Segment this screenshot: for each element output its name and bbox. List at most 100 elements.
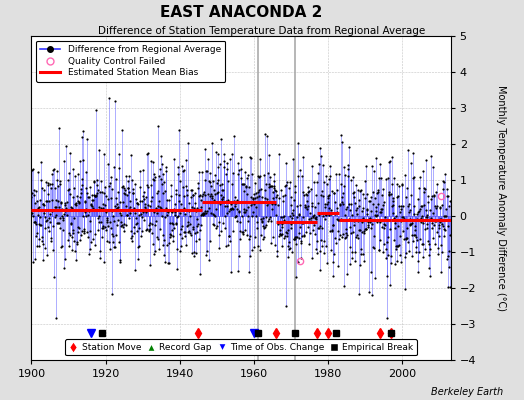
Point (270, 187, 279, 194)
Point (429, 164, 437, 170)
Point (441, 227, 449, 234)
Point (272, 247, 281, 254)
Point (395, 182, 403, 189)
Point (149, 159, 157, 165)
Point (112, 206, 120, 212)
Point (93, 214, 102, 221)
Point (365, 198, 374, 204)
Point (329, 222, 337, 228)
Point (434, 225, 443, 232)
Point (199, 190, 207, 197)
Point (376, 161, 385, 168)
Point (81, 198, 89, 204)
Point (331, 235, 339, 241)
Point (257, 215, 265, 222)
Point (102, 209, 110, 216)
Point (126, 235, 135, 242)
Point (381, 222, 389, 228)
Point (275, 233, 283, 239)
Point (193, 216, 202, 223)
Point (164, 209, 172, 215)
Point (181, 211, 189, 218)
Point (435, 203, 444, 210)
Point (257, 186, 266, 192)
Point (173, 171, 182, 177)
Point (219, 187, 227, 193)
Point (228, 151, 236, 158)
Point (41, 218, 50, 225)
Point (359, 191, 368, 198)
Point (100, 190, 108, 196)
Point (419, 220, 427, 226)
Point (242, 183, 250, 190)
Point (276, 230, 284, 237)
Point (179, 204, 188, 211)
Point (76, 194, 84, 200)
Point (350, 218, 358, 224)
Point (422, 157, 430, 164)
Point (390, 224, 399, 231)
Point (103, 219, 112, 225)
Point (444, 248, 453, 254)
Point (85, 194, 93, 200)
Point (117, 219, 126, 226)
Point (435, 233, 443, 239)
Point (205, 256, 213, 263)
Point (406, 222, 414, 228)
Point (256, 247, 265, 253)
Point (186, 230, 194, 236)
Point (353, 234, 362, 241)
Point (107, 230, 116, 237)
Point (222, 171, 230, 177)
Point (399, 203, 408, 210)
Point (390, 174, 398, 181)
Point (230, 132, 238, 139)
Point (325, 205, 333, 211)
Point (357, 187, 365, 194)
Point (267, 206, 276, 212)
Point (144, 202, 152, 208)
Point (124, 185, 133, 192)
Point (218, 180, 226, 187)
Point (388, 181, 396, 188)
Point (383, 314, 391, 321)
Point (137, 207, 146, 213)
Point (355, 291, 364, 297)
Point (414, 196, 422, 202)
Point (122, 203, 130, 210)
Point (356, 187, 364, 194)
Point (92, 192, 101, 198)
Point (96, 188, 104, 195)
Point (206, 170, 215, 176)
Point (187, 187, 195, 193)
Point (271, 242, 279, 248)
Point (395, 203, 403, 209)
Point (404, 239, 412, 245)
Point (239, 181, 247, 187)
Point (85, 208, 93, 215)
Point (276, 231, 284, 238)
Point (121, 207, 129, 213)
Point (147, 182, 156, 188)
Point (232, 200, 241, 206)
Point (65, 170, 73, 176)
Point (70, 215, 78, 221)
Point (299, 188, 308, 195)
Point (123, 192, 131, 198)
Point (388, 202, 397, 208)
Point (34, 168, 42, 175)
Point (313, 224, 322, 231)
Point (381, 217, 390, 223)
Point (148, 240, 157, 247)
Point (166, 231, 174, 237)
Point (425, 265, 433, 271)
Point (336, 232, 344, 238)
Point (59, 215, 67, 222)
Point (269, 183, 278, 190)
Point (159, 171, 167, 177)
Point (35, 220, 43, 227)
Point (369, 244, 378, 251)
Point (336, 181, 345, 187)
Point (30, 218, 39, 225)
Point (278, 221, 287, 227)
